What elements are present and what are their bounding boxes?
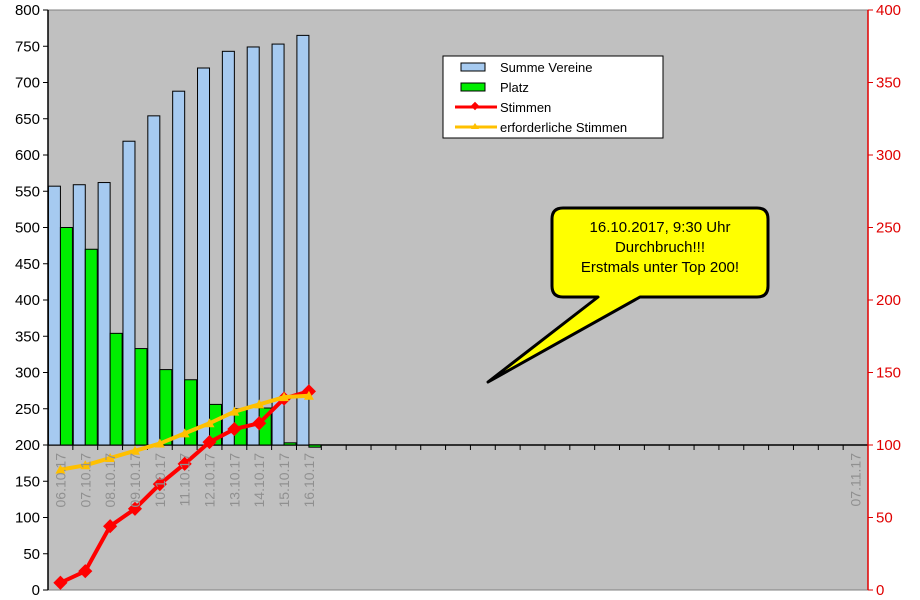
point-stimmen-10-10-17 — [152, 477, 167, 492]
legend-item-erforderliche-stimmen: erforderliche Stimmen — [455, 120, 627, 135]
legend-label-stimmen: Stimmen — [500, 100, 551, 115]
x-tick-label-13-10-17: 13.10.17 — [226, 453, 242, 508]
point-stimmen-07-10-17 — [78, 564, 93, 579]
point-erforderliche-stimmen-07-10-17 — [80, 460, 91, 470]
point-stimmen-12-10-17 — [202, 435, 217, 450]
callout-line-3: Erstmals unter Top 200! — [581, 259, 739, 276]
legend-item-summe-vereine: Summe Vereine — [460, 60, 593, 75]
bar-summe-vereine-12-10-17 — [197, 67, 211, 446]
x-tick-label-16-10-17: 16.10.17 — [301, 453, 317, 508]
right-tick-label-200: 200 — [876, 292, 901, 309]
right-tick-label-150: 150 — [876, 365, 901, 382]
legend-item-platz: Platz — [460, 80, 529, 95]
bar-platz-06-10-17 — [59, 227, 73, 446]
x-tick-label-14-10-17: 14.10.17 — [251, 453, 267, 508]
left-tick-label-350: 350 — [15, 328, 40, 345]
point-stimmen-09-10-17 — [127, 501, 143, 516]
bar-summe-vereine-10-10-17 — [147, 115, 161, 446]
left-tick-label-800: 800 — [15, 2, 40, 19]
bar-platz-10-10-17 — [159, 369, 173, 446]
x-tick-label-07-11-17: 07.11.17 — [848, 453, 864, 507]
bar-platz-16-10-17 — [308, 444, 322, 448]
right-tick-label-250: 250 — [876, 220, 901, 237]
left-tick-label-200: 200 — [15, 437, 40, 454]
legend-marker-stimmen — [470, 101, 480, 111]
bar-platz-07-10-17 — [84, 248, 98, 446]
x-tick-label-07-10-17: 07.10.17 — [77, 453, 93, 508]
legend-label-summe-vereine: Summe Vereine — [500, 60, 593, 75]
point-stimmen-08-10-17 — [103, 519, 118, 534]
bar-summe-vereine-14-10-17 — [246, 46, 260, 446]
left-tick-label-0: 0 — [32, 582, 40, 599]
left-tick-label-600: 600 — [15, 147, 40, 164]
right-tick-label-100: 100 — [876, 437, 901, 454]
bar-summe-vereine-13-10-17 — [221, 50, 235, 446]
right-tick-label-400: 400 — [876, 2, 901, 19]
point-stimmen-06-10-17 — [53, 575, 68, 590]
bar-platz-09-10-17 — [134, 348, 148, 446]
callout-line-2: Durchbruch!!! — [615, 239, 705, 256]
right-tick-label-350: 350 — [876, 75, 901, 92]
left-tick-label-250: 250 — [15, 401, 40, 418]
legend-marker-erforderliche-stimmen — [471, 123, 479, 129]
legend-swatch-platz — [460, 82, 486, 92]
left-tick-label-50: 50 — [23, 546, 40, 563]
bar-summe-vereine-06-10-17 — [47, 185, 61, 446]
callout-line-1: 16.10.2017, 9:30 Uhr — [590, 219, 731, 236]
left-tick-label-100: 100 — [15, 510, 40, 527]
point-stimmen-13-10-17 — [227, 421, 242, 437]
point-erforderliche-stimmen-09-10-17 — [129, 445, 140, 455]
point-erforderliche-stimmen-12-10-17 — [204, 418, 215, 428]
point-stimmen-11-10-17 — [177, 456, 192, 471]
point-erforderliche-stimmen-11-10-17 — [179, 428, 190, 438]
point-erforderliche-stimmen-15-10-17 — [279, 392, 290, 402]
left-tick-label-150: 150 — [15, 473, 40, 490]
point-erforderliche-stimmen-16-10-17 — [303, 390, 314, 400]
x-tick-label-11-10-17: 11.10.17 — [177, 453, 193, 507]
point-erforderliche-stimmen-10-10-17 — [154, 438, 165, 448]
bar-summe-vereine-16-10-17 — [296, 34, 310, 446]
legend-label-platz: Platz — [500, 80, 529, 95]
bar-platz-08-10-17 — [109, 332, 123, 446]
x-tick-label-12-10-17: 12.10.17 — [202, 453, 218, 508]
legend-item-stimmen: Stimmen — [455, 100, 551, 115]
left-tick-label-450: 450 — [15, 256, 40, 273]
annotation-callout: 16.10.2017, 9:30 Uhr Durchbruch!!! Erstm… — [486, 206, 770, 384]
callout-bubble — [486, 206, 770, 384]
left-tick-label-400: 400 — [15, 292, 40, 309]
bar-summe-vereine-07-10-17 — [72, 184, 86, 446]
left-tick-label-650: 650 — [15, 111, 40, 128]
point-erforderliche-stimmen-13-10-17 — [229, 406, 240, 416]
left-tick-label-700: 700 — [15, 75, 40, 92]
legend-swatch-summe-vereine — [460, 62, 486, 72]
left-tick-label-750: 750 — [15, 38, 40, 55]
right-tick-label-50: 50 — [876, 510, 893, 527]
bar-platz-15-10-17 — [283, 442, 297, 446]
x-tick-label-06-10-17: 06.10.17 — [52, 453, 68, 508]
bar-summe-vereine-09-10-17 — [122, 140, 136, 446]
x-tick-label-08-10-17: 08.10.17 — [102, 453, 118, 508]
legend: Summe Vereine Platz Stimmen erforderlich… — [442, 55, 664, 139]
x-tick-label-10-10-17: 10.10.17 — [152, 453, 168, 508]
bar-summe-vereine-15-10-17 — [271, 43, 285, 446]
bar-summe-vereine-08-10-17 — [97, 182, 111, 446]
point-erforderliche-stimmen-08-10-17 — [105, 453, 116, 463]
point-erforderliche-stimmen-06-10-17 — [55, 464, 66, 474]
bar-summe-vereine-11-10-17 — [172, 90, 186, 446]
point-erforderliche-stimmen-14-10-17 — [254, 399, 265, 409]
x-tick-label-15-10-17: 15.10.17 — [276, 453, 292, 508]
left-tick-label-550: 550 — [15, 183, 40, 200]
right-tick-label-0: 0 — [876, 582, 884, 599]
x-tick-label-09-10-17: 09.10.17 — [127, 453, 143, 508]
right-tick-label-300: 300 — [876, 147, 901, 164]
left-tick-label-500: 500 — [15, 220, 40, 237]
left-tick-label-300: 300 — [15, 365, 40, 382]
point-stimmen-14-10-17 — [252, 416, 267, 431]
legend-label-erforderliche-stimmen: erforderliche Stimmen — [500, 120, 627, 135]
